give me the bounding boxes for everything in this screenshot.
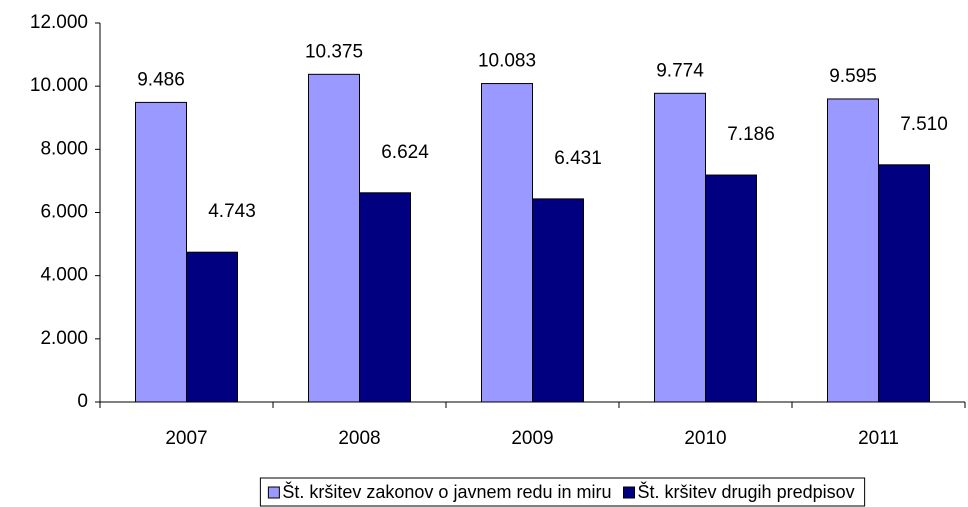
value-label: 7.186 (727, 124, 775, 145)
y-tick-label: 12.000 (30, 12, 88, 33)
y-tick-label: 0 (77, 391, 88, 412)
value-label: 4.743 (208, 201, 256, 222)
y-tick-label: 4.000 (40, 265, 88, 286)
value-label: 9.595 (829, 66, 877, 87)
value-label: 10.375 (305, 41, 363, 62)
y-tick-label: 8.000 (40, 138, 88, 159)
legend-label: Št. kršitev zakonov o javnem redu in mir… (282, 481, 611, 502)
x-tick-label: 2009 (511, 428, 553, 449)
x-tick-label: 2008 (338, 428, 380, 449)
bar (135, 101, 187, 403)
value-label: 9.486 (137, 69, 185, 90)
y-tick-label: 2.000 (40, 328, 88, 349)
bar (878, 164, 930, 403)
bar (705, 174, 757, 403)
value-label: 6.431 (554, 148, 602, 169)
bar (654, 92, 706, 403)
bar (481, 83, 533, 403)
y-tick-label: 6.000 (40, 202, 88, 223)
x-tick-label: 2011 (858, 428, 899, 449)
x-tick-label: 2007 (165, 428, 207, 449)
bar (532, 198, 584, 403)
bar (308, 73, 360, 403)
bar (186, 251, 238, 403)
value-label: 10.083 (478, 51, 536, 72)
bar (359, 192, 411, 403)
value-label: 7.510 (900, 114, 948, 135)
legend-swatch (267, 486, 280, 499)
legend: Št. kršitev zakonov o javnem redu in mir… (259, 477, 866, 507)
legend-swatch (623, 486, 636, 499)
value-label: 9.774 (656, 60, 704, 81)
value-label: 6.624 (381, 142, 429, 163)
bar (827, 98, 879, 403)
x-tick-label: 2010 (684, 428, 726, 449)
legend-box (259, 477, 866, 507)
y-tick-label: 10.000 (30, 75, 88, 96)
legend-label: Št. kršitev drugih predpisov (638, 481, 855, 502)
